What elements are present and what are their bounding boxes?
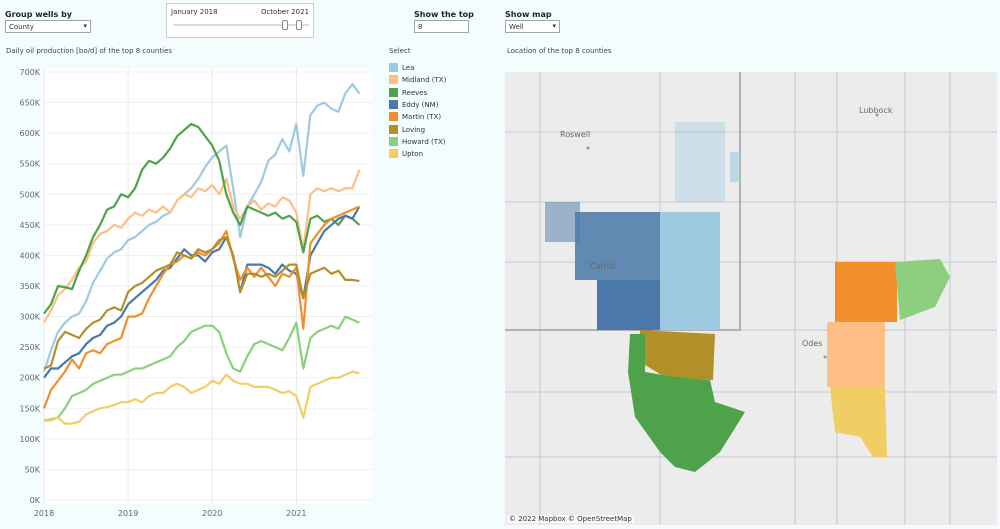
dropdown-arrow-icon: ▾ xyxy=(552,22,556,30)
show-map-select[interactable]: Well ▾ xyxy=(505,20,560,33)
legend-label: Howard (TX) xyxy=(402,137,446,146)
y-tick-label: 50K xyxy=(25,465,41,474)
city-label-lubbock: Lubbock xyxy=(859,106,893,115)
legend-label: Reeves xyxy=(402,88,428,97)
city-label-roswell: Roswell xyxy=(560,130,591,139)
x-tick-label: 2021 xyxy=(286,509,306,518)
legend-label: Midland (TX) xyxy=(402,76,447,85)
legend-swatch xyxy=(389,112,398,122)
y-tick-label: 150K xyxy=(19,404,40,413)
series-line[interactable] xyxy=(43,169,361,324)
legend-label: Lea xyxy=(402,64,415,72)
slider-end-handle[interactable] xyxy=(296,20,303,30)
wells-howard xyxy=(895,259,950,320)
series-line[interactable] xyxy=(44,370,360,425)
production-line-chart: 0K 50K 100K 150K 200K 250K 300K 350K 400K 450K 500… xyxy=(19,68,372,518)
dropdown-arrow-icon: ▾ xyxy=(83,22,87,30)
group-by-value: County xyxy=(9,23,34,31)
legend-swatch xyxy=(389,63,398,72)
legend-swatch xyxy=(389,87,398,97)
x-tick-label: 2020 xyxy=(202,509,222,518)
date-range-start: January 2018 xyxy=(171,8,218,16)
y-tick-label: 350K xyxy=(19,282,40,291)
slider-start-handle[interactable] xyxy=(281,20,288,30)
top-input[interactable]: 8 xyxy=(414,20,469,33)
legend-swatch xyxy=(389,99,398,109)
y-tick-label: 450K xyxy=(19,221,40,230)
legend-label: Upton xyxy=(402,150,424,159)
legend-swatch xyxy=(389,136,398,146)
legend-title: Select xyxy=(389,47,411,55)
map-attribution: © 2022 Mapbox © OpenStreetMap xyxy=(507,515,634,523)
top-label: Show the top xyxy=(414,10,474,19)
wells-upton xyxy=(830,387,887,457)
show-map-value: Well xyxy=(509,23,524,31)
y-tick-label: 300K xyxy=(19,313,40,322)
wells-lea xyxy=(660,122,740,330)
y-tick-label: 400K xyxy=(19,251,40,260)
series-line[interactable] xyxy=(43,122,361,315)
wells-midland xyxy=(827,322,885,387)
legend-label: Eddy (NM) xyxy=(402,100,439,109)
y-tick-label: 200K xyxy=(19,374,40,383)
legend-label: Martin (TX) xyxy=(402,113,442,122)
y-tick-label: 650K xyxy=(19,99,40,108)
x-tick-label: 2018 xyxy=(34,509,54,518)
chart-title: Daily oil production [bo/d] of the top 8… xyxy=(6,47,173,55)
series-line[interactable] xyxy=(43,236,360,370)
date-range-end: October 2021 xyxy=(260,8,309,16)
wells-martin xyxy=(835,262,897,322)
y-tick-label: 550K xyxy=(19,160,40,169)
date-range-slider[interactable]: January 2018 October 2021 xyxy=(166,3,314,38)
legend-swatch xyxy=(389,149,398,159)
wells-reeves xyxy=(628,334,745,472)
city-label-odessa: Odes xyxy=(802,339,823,348)
map-canvas[interactable] xyxy=(505,72,997,525)
wells-loving xyxy=(640,330,715,380)
map-title: Location of the top 8 counties xyxy=(507,47,612,55)
legend-swatch xyxy=(389,124,398,134)
legend-label: Loving xyxy=(402,125,426,134)
group-by-select[interactable]: County ▾ xyxy=(5,20,91,33)
y-tick-label: 600K xyxy=(19,129,40,138)
series-line[interactable] xyxy=(43,315,360,422)
y-tick-label: 500K xyxy=(19,190,40,199)
slider-track[interactable] xyxy=(173,24,309,26)
county-map[interactable]: Roswell Lubbock Carlsb Odes © 2022 Mapbo… xyxy=(505,72,997,525)
top-value: 8 xyxy=(418,23,423,31)
y-tick-label: 250K xyxy=(19,343,40,352)
city-markers xyxy=(586,113,879,359)
y-tick-label: 100K xyxy=(19,435,40,444)
series-line[interactable] xyxy=(42,83,361,372)
show-map-label: Show map xyxy=(505,10,552,19)
x-tick-label: 2019 xyxy=(118,509,138,518)
group-by-label: Group wells by xyxy=(5,10,73,19)
y-tick-label: 700K xyxy=(19,68,40,77)
legend-swatch xyxy=(389,75,398,85)
city-label-carlsbad: Carlsb xyxy=(590,262,616,271)
y-tick-label: 0K xyxy=(30,496,41,505)
wells-eddy xyxy=(545,202,660,330)
